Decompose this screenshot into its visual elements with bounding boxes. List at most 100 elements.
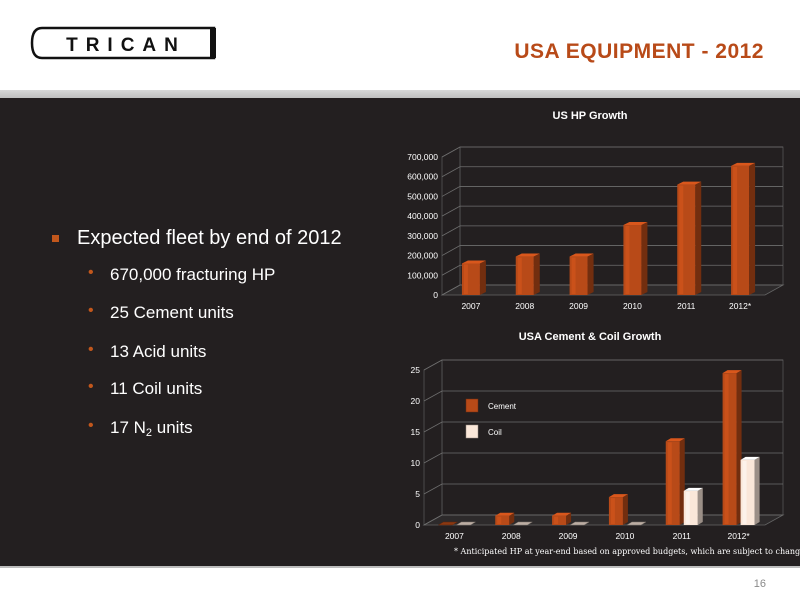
bar-top (623, 222, 648, 226)
bar-top (495, 512, 515, 516)
sub-bullet-text: 13 Acid units (110, 342, 207, 361)
gridline (441, 284, 783, 296)
y-tick-label: 300,000 (407, 231, 438, 241)
slide-footer (0, 568, 800, 600)
bar-side (533, 253, 540, 295)
x-tick-label: 2010 (615, 531, 634, 541)
page-title: USA EQUIPMENT - 2012 (514, 40, 764, 63)
plot-side-wall (441, 146, 461, 296)
bar-front (461, 263, 480, 295)
bar-top (677, 181, 702, 185)
bar-top (626, 521, 647, 526)
bar-top (740, 456, 760, 460)
bar-front (722, 373, 737, 525)
bar-side (566, 512, 572, 525)
bar-highlight (625, 226, 630, 294)
x-tick-label: 2009 (569, 301, 588, 311)
hp-growth-plot: 0 100,000 200,000 300,000 400,000 500,000 600,… (407, 146, 785, 311)
bar (495, 512, 515, 525)
gridline (423, 359, 783, 371)
bar-side (695, 181, 702, 295)
y-tick-label: 20 (411, 396, 421, 406)
bar-front (665, 441, 680, 525)
bar-top (512, 521, 534, 526)
bar-top (569, 253, 594, 257)
bar (552, 512, 572, 525)
page-number: 16 (753, 578, 766, 590)
dot-bullet-icon: • (88, 341, 94, 358)
bar-highlight (667, 442, 672, 524)
x-tick-label: 2012* (729, 301, 752, 311)
y-tick-label: 600,000 (407, 172, 438, 182)
y-tick-label: 100,000 (407, 270, 438, 280)
bar-front (731, 165, 750, 295)
sub-bullet-text: 670,000 fracturing HP (110, 265, 276, 284)
bar-side (622, 494, 628, 525)
bar (608, 494, 628, 525)
y-tick-label: 10 (411, 458, 421, 468)
bar-top (683, 487, 703, 491)
bar (623, 222, 648, 295)
bar-front (515, 256, 534, 295)
bar (665, 438, 685, 525)
gridline (441, 146, 783, 158)
bar (626, 521, 647, 526)
bar (461, 260, 486, 295)
x-tick-label: 2007 (461, 301, 480, 311)
y-tick-label: 25 (411, 365, 421, 375)
hp-growth-chart: US HP Growth 0 100,000 200,000 300,000 400,0… (390, 100, 790, 320)
x-tick-label: 2007 (445, 531, 464, 541)
bar-highlight (517, 257, 522, 294)
x-tick-label: 2009 (559, 531, 578, 541)
bar-front (569, 256, 588, 295)
y-tick-label: 0 (415, 520, 420, 530)
gridline (441, 205, 783, 217)
bar-highlight (685, 491, 690, 524)
slide-header: TRICAN USA EQUIPMENT - 2012 (0, 0, 800, 92)
y-tick-label: 400,000 (407, 211, 438, 221)
bar-front (683, 490, 698, 525)
bar-top (461, 260, 486, 264)
y-tick-label: 500,000 (407, 191, 438, 201)
chart-title: USA Cement & Coil Growth (518, 331, 662, 343)
bar-highlight (497, 516, 502, 524)
bar-highlight (463, 264, 468, 294)
bar-side (736, 370, 742, 525)
sub-bullet-text: 11 Coil units (110, 379, 203, 398)
bar-top (552, 512, 572, 516)
bar-highlight (571, 257, 576, 294)
x-tick-label: 2008 (502, 531, 521, 541)
x-tick-label: 2011 (673, 531, 692, 541)
bar-top (515, 253, 540, 257)
bar-highlight (742, 460, 747, 524)
x-tick-label: 2008 (515, 301, 534, 311)
cement-coil-plot: 0 5 10 15 20 25 2007 2008 2009 2010 2011 2012* Cemen… (411, 359, 785, 541)
gridline (441, 225, 783, 237)
bar-top (722, 370, 742, 374)
legend-label: Cement (488, 402, 517, 411)
gridline (441, 186, 783, 197)
bar (569, 521, 590, 526)
bar-top (455, 521, 477, 526)
bar-side (749, 162, 756, 295)
bar-side (697, 487, 703, 525)
bar-front (677, 184, 696, 295)
bar (455, 521, 477, 526)
sub-bullet-text: 25 Cement units (110, 303, 234, 322)
logo-text: TRICAN (66, 35, 186, 56)
gridline (441, 245, 783, 256)
bar (683, 487, 703, 525)
y-tick-label: 0 (433, 290, 438, 300)
y-tick-label: 700,000 (407, 152, 438, 162)
plot-side-wall (423, 359, 443, 526)
gridline (423, 390, 783, 402)
bar-highlight (610, 498, 615, 524)
bar (677, 181, 702, 295)
bar-front (552, 515, 567, 525)
bar-top (608, 494, 628, 498)
gridline (441, 264, 783, 276)
bar-highlight (724, 374, 729, 524)
bar-front (740, 459, 755, 525)
bar-top (731, 162, 756, 166)
main-bullet-text: Expected fleet by end of 2012 (77, 227, 342, 249)
